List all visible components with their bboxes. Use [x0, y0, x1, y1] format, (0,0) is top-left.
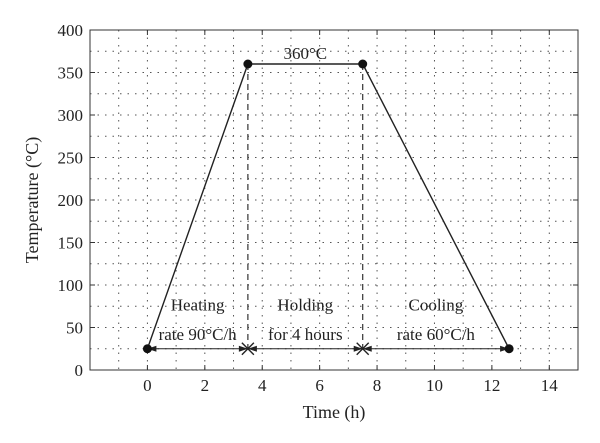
data-point [243, 59, 253, 69]
plot-area-frame [89, 29, 579, 371]
stage-arrow-head-left [362, 345, 372, 352]
y-tick-label: 350 [58, 64, 84, 83]
stage-arrows [147, 342, 510, 356]
holding-label-line2: for 4 hours [268, 325, 343, 344]
x-tick-label: 12 [483, 376, 500, 395]
cooling-label-line1: Cooling [409, 295, 464, 314]
stage-arrow-head-left [247, 345, 257, 352]
heating-label-line2: rate 90°C/h [159, 325, 238, 344]
x-axis-label: Time (h) [303, 402, 366, 423]
x-tick-label: 14 [541, 376, 559, 395]
stage-arrow-head-right [238, 345, 248, 352]
x-tick-label: 6 [315, 376, 324, 395]
data-points [142, 59, 514, 354]
peak-temperature-label: 360°C [283, 44, 327, 63]
x-tick-label: 4 [258, 376, 267, 395]
data-point [142, 344, 152, 354]
x-tick-label: 8 [373, 376, 382, 395]
y-tick-label: 200 [58, 191, 84, 210]
data-point [358, 59, 368, 69]
y-tick-label: 150 [58, 234, 84, 253]
boundary-x-marker [356, 342, 370, 356]
x-tick-label: 2 [201, 376, 210, 395]
data-point [504, 344, 514, 354]
stage-arrow-head-right [353, 345, 363, 352]
temperature-line [146, 63, 510, 350]
y-tick-label: 50 [66, 319, 83, 338]
holding-label-line1: Holding [277, 295, 333, 314]
y-tick-label: 400 [58, 21, 84, 40]
heating-label-line1: Heating [171, 295, 225, 314]
x-tick-label: 0 [143, 376, 152, 395]
grid [90, 30, 578, 370]
stage-divider-lines [247, 64, 364, 349]
y-axis-label: Temperature (°C) [22, 137, 43, 263]
annotations: 360°C Heating rate 90°C/h Holding for 4 hour… [159, 44, 476, 344]
y-tick-label: 0 [75, 361, 84, 380]
x-tick-label: 10 [426, 376, 443, 395]
y-tick-label: 300 [58, 106, 84, 125]
cooling-label-line2: rate 60°C/h [397, 325, 476, 344]
boundary-x-marker [241, 342, 255, 356]
y-tick-label: 100 [58, 276, 84, 295]
axis-ticks: 0 2 4 6 8 10 12 14 0 50 100 150 200 250 300 350 400 [58, 21, 578, 395]
temperature-series [146, 63, 510, 350]
y-tick-label: 250 [58, 149, 84, 168]
